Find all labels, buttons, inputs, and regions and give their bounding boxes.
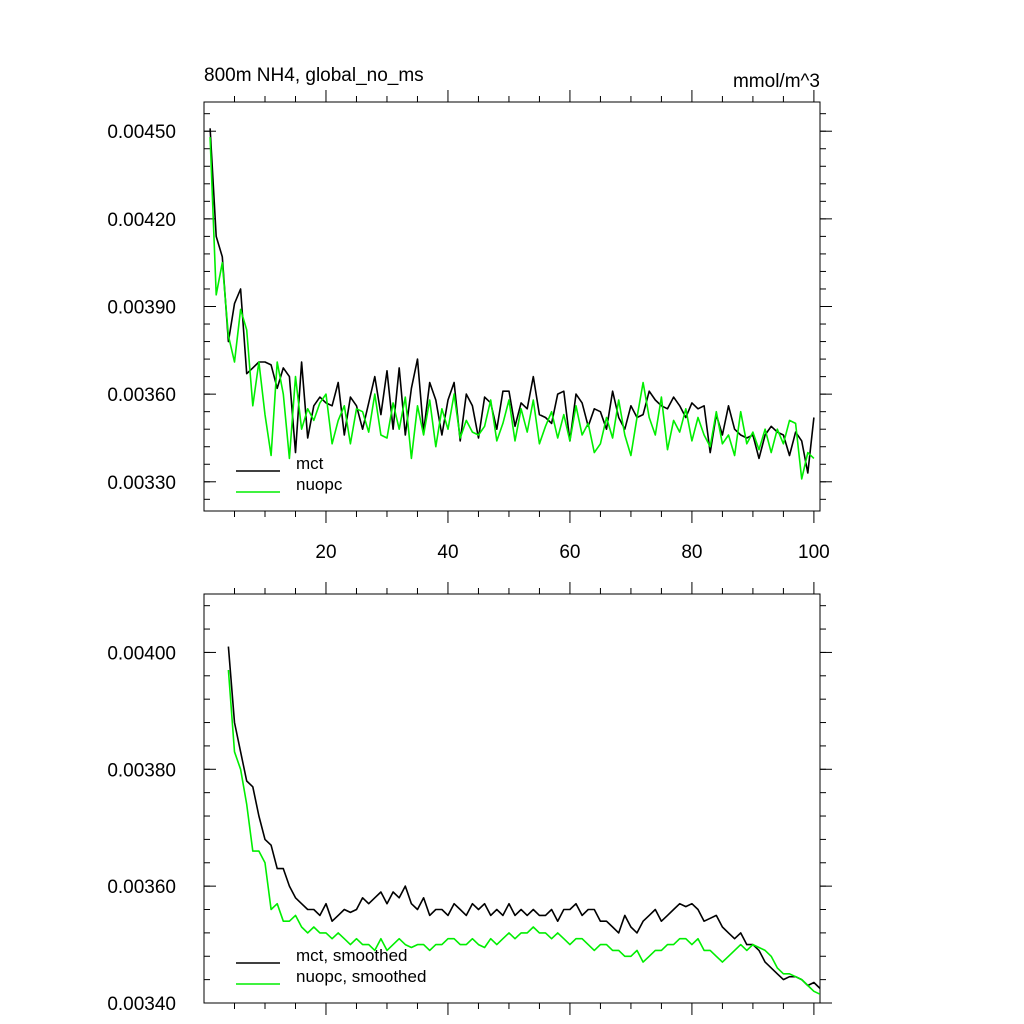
y-tick-label: 0.00360: [107, 877, 176, 898]
x-tick-label: 80: [681, 542, 702, 563]
chart-title: 800m NH4, global_no_ms: [204, 65, 424, 86]
units-label: mmol/m^3: [733, 71, 820, 92]
y-tick-label: 0.00400: [107, 643, 176, 664]
y-tick-label: 0.00360: [107, 385, 176, 406]
legend-label: nuopc, smoothed: [296, 967, 426, 986]
bottom-panel: 0.00340 0.00360 0.00380 0.00400 mct, smoothe…: [107, 582, 832, 1015]
plot-frame: [203, 593, 821, 1004]
x-tick-label: 20: [315, 542, 336, 563]
x-tick-label: 100: [798, 542, 830, 563]
y-tick-label: 0.00420: [107, 210, 176, 231]
legend-label: mct: [296, 454, 324, 473]
legend-label: mct, smoothed: [296, 946, 408, 965]
y-tick-label: 0.00340: [107, 994, 176, 1015]
y-tick-label: 0.00330: [107, 473, 176, 494]
y-tick-label: 0.00380: [107, 760, 176, 781]
y-tick-label: 0.00450: [107, 122, 176, 143]
top-panel: 0.00330 0.00360 0.00390 0.00420 0.00450 20 40 6…: [107, 65, 832, 563]
legend-label: nuopc: [296, 475, 343, 494]
y-tick-label: 0.00390: [107, 298, 176, 319]
series-line-nuopc-smoothed: [227, 669, 820, 995]
x-tick-label: 60: [559, 542, 580, 563]
series-line-nuopc: [209, 137, 815, 480]
series-line-mct-smoothed: [227, 646, 820, 989]
x-tick-label: 40: [437, 542, 458, 563]
